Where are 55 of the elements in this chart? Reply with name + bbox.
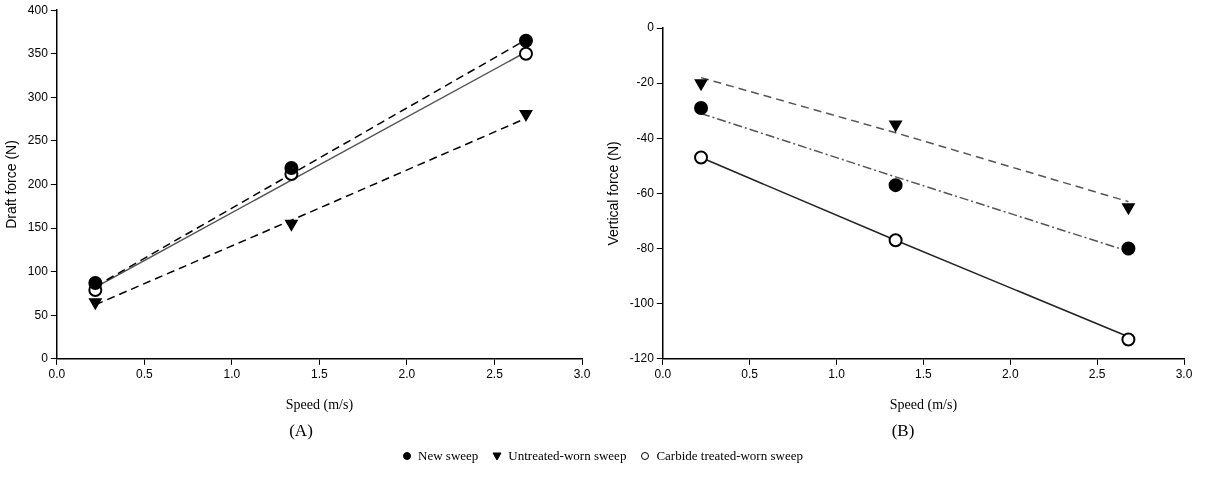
point xyxy=(1121,241,1136,256)
x-tick-label: 2.5 xyxy=(1088,367,1106,382)
x-tick-label: 3.0 xyxy=(573,367,591,382)
y-tick-label: 250 xyxy=(27,133,49,148)
point xyxy=(694,79,708,91)
x-tick-label: 2.0 xyxy=(398,367,416,382)
y-axis-title: Vertical force (N) xyxy=(605,141,622,246)
x-axis-title: Speed (m/s) xyxy=(889,397,958,414)
y-tick-label: -20 xyxy=(636,75,655,90)
y-tick-label: -40 xyxy=(636,130,655,145)
point xyxy=(1122,203,1135,215)
y-tick-label: 100 xyxy=(27,263,49,278)
x-tick-label: 1.5 xyxy=(915,367,933,382)
legend-label: Carbide treated-worn sweep xyxy=(656,448,803,464)
x-tick-label: 0.0 xyxy=(48,367,66,382)
y-tick-label: 350 xyxy=(27,46,49,61)
point xyxy=(284,160,299,175)
y-tick-label: -120 xyxy=(629,351,655,366)
point xyxy=(888,178,903,193)
point xyxy=(694,100,709,115)
point xyxy=(518,33,533,48)
point xyxy=(694,150,709,165)
point xyxy=(518,46,533,61)
y-tick-label: 300 xyxy=(27,89,49,104)
legend-label: Untreated-worn sweep xyxy=(508,448,627,464)
x-tick-label: 2.0 xyxy=(1001,367,1019,382)
y-tick-label: 50 xyxy=(34,307,49,322)
point xyxy=(519,109,533,121)
y-tick-label: -100 xyxy=(629,295,655,310)
x-tick-label: 1.0 xyxy=(828,367,846,382)
x-tick-label: 1.0 xyxy=(223,367,241,382)
x-tick-label: 0.0 xyxy=(654,367,672,382)
x-tick-label: 3.0 xyxy=(1175,367,1193,382)
legend-label: New sweep xyxy=(418,448,479,464)
point xyxy=(1121,332,1136,347)
point xyxy=(889,120,902,132)
y-tick-label: 200 xyxy=(27,176,49,191)
y-tick-label: -60 xyxy=(636,185,655,200)
y-tick-label: -80 xyxy=(636,240,655,255)
y-axis-title: Draft force (N) xyxy=(3,140,20,229)
point xyxy=(285,219,298,231)
y-tick-label: 0 xyxy=(41,351,49,366)
x-tick-label: 1.5 xyxy=(311,367,329,382)
x-tick-label: 0.5 xyxy=(741,367,759,382)
point xyxy=(888,233,903,248)
y-tick-label: 0 xyxy=(647,20,655,35)
text: (B) xyxy=(890,420,916,442)
x-axis-title: Speed (m/s) xyxy=(285,397,354,414)
y-tick-label: 150 xyxy=(27,220,49,235)
text: (A) xyxy=(288,420,314,442)
x-tick-label: 0.5 xyxy=(136,367,154,382)
x-tick-label: 2.5 xyxy=(486,367,504,382)
point xyxy=(89,298,102,310)
y-tick-label: 400 xyxy=(27,2,49,17)
point xyxy=(88,275,103,290)
